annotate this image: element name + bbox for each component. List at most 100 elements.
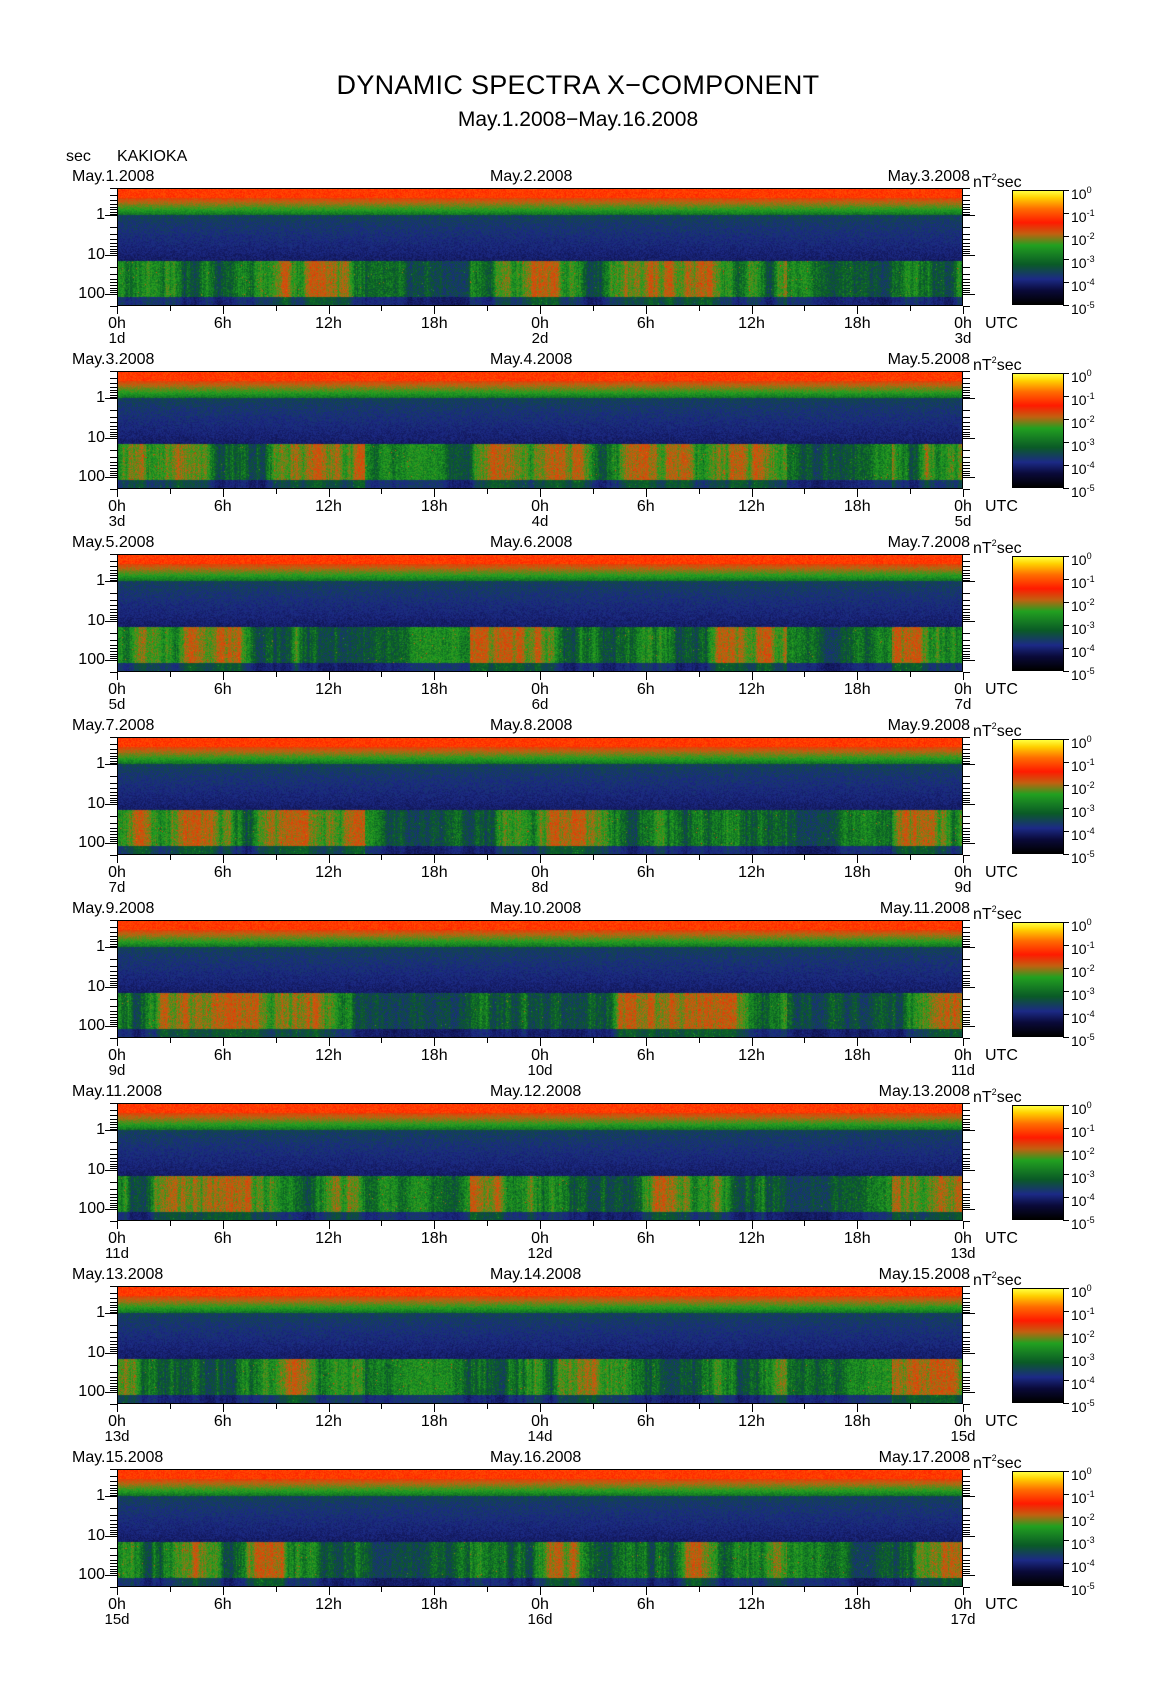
- y-minor-tick: [963, 1386, 970, 1388]
- colorbar-tick-label: 10-2: [1071, 1510, 1095, 1528]
- colorbar-tick-label: 10-3: [1071, 435, 1095, 453]
- colorbar-tick-exponent: -5: [1086, 849, 1095, 859]
- y-minor-tick: [963, 565, 970, 567]
- y-minor-tick: [110, 436, 117, 438]
- y-minor-tick: [110, 577, 117, 579]
- chart-title: DYNAMIC SPECTRA X−COMPONENT: [336, 70, 820, 100]
- y-minor-tick: [110, 1344, 117, 1346]
- y-minor-tick: [963, 1569, 970, 1571]
- colorbar-unit-label: nT2sec: [973, 534, 1022, 558]
- y-minor-tick: [963, 1529, 970, 1531]
- colorbar-tick-exponent: -3: [1086, 986, 1095, 996]
- x-tick: [169, 1038, 171, 1043]
- colorbar-tick-base: 10: [1071, 1536, 1087, 1552]
- colorbar-tick-label: 10-5: [1071, 481, 1095, 499]
- colorbar-unit-label: nT2sec: [973, 900, 1022, 924]
- colorbar-tick-exponent: -1: [1086, 757, 1095, 767]
- y-minor-tick: [110, 199, 117, 201]
- x-tick: [222, 855, 224, 863]
- colorbar-tick-exponent: 0: [1086, 1100, 1092, 1110]
- y-tick-label: 10: [87, 1160, 105, 1178]
- colorbar-tick-label: 10-2: [1071, 1327, 1095, 1345]
- y-minor-tick: [110, 1022, 117, 1024]
- colorbar-tick-exponent: -2: [1086, 597, 1095, 607]
- colorbar-tick-exponent: -4: [1086, 1009, 1095, 1019]
- y-major-tick: [963, 1169, 975, 1171]
- panel-end-date: May.3.2008: [887, 168, 970, 185]
- y-major-tick: [105, 477, 117, 479]
- y-minor-tick: [110, 1024, 117, 1026]
- colorbar-tick-label: 10-4: [1071, 1190, 1095, 1208]
- colorbar-tick-label: 10-3: [1071, 984, 1095, 1002]
- colorbar-tick-label: 10-2: [1071, 229, 1095, 247]
- y-minor-tick: [110, 1490, 117, 1492]
- y-major-tick: [963, 254, 975, 256]
- y-minor-tick: [963, 1390, 970, 1392]
- x-tick-label: 12h: [315, 1596, 342, 1613]
- y-minor-tick: [110, 593, 117, 595]
- y-minor-tick: [110, 489, 117, 490]
- unit-suffix: sec: [996, 723, 1022, 740]
- y-minor-tick: [963, 632, 970, 634]
- unit-exponent: 2: [991, 538, 997, 548]
- y-minor-tick: [110, 377, 117, 379]
- y-minor-tick: [963, 1168, 970, 1170]
- unit-exponent: 2: [991, 721, 997, 731]
- y-minor-tick: [110, 1149, 117, 1151]
- unit-base: nT: [973, 357, 992, 374]
- colorbar-tick: [1063, 602, 1069, 603]
- y-minor-tick: [963, 1154, 970, 1156]
- y-minor-tick: [963, 1534, 970, 1536]
- colorbar-tick-label: 10-3: [1071, 1350, 1095, 1368]
- y-minor-tick: [110, 802, 117, 804]
- y-minor-tick: [110, 389, 117, 391]
- y-minor-tick: [110, 1297, 117, 1299]
- y-minor-tick: [110, 1128, 117, 1130]
- x-tick-label: 6h: [636, 1596, 655, 1613]
- x-tick-label: 6h: [213, 1230, 232, 1247]
- y-minor-tick: [963, 1469, 970, 1470]
- x-tick: [487, 1038, 489, 1043]
- colorbar-tick: [1063, 968, 1069, 969]
- y-minor-tick: [963, 1020, 970, 1022]
- y-minor-tick: [110, 1364, 117, 1366]
- x-tick: [857, 1587, 859, 1595]
- y-minor-tick: [110, 608, 117, 610]
- y-minor-tick: [963, 748, 970, 750]
- y-minor-tick: [963, 815, 970, 817]
- x-tick-label: 18h: [843, 1413, 871, 1430]
- y-minor-tick: [963, 1010, 970, 1012]
- x-tick: [169, 1404, 171, 1409]
- x-tick-label: 12h: [738, 681, 765, 698]
- x-tick: [963, 306, 964, 314]
- y-minor-tick: [110, 1014, 117, 1016]
- colorbar-tick: [1063, 1517, 1069, 1518]
- panel-mid-date: May.14.2008: [490, 1266, 582, 1283]
- x-tick-label: 0h: [531, 1413, 549, 1430]
- y-minor-tick: [110, 600, 117, 602]
- x-tick: [381, 855, 383, 860]
- colorbar-tick-label: 10-5: [1071, 298, 1095, 316]
- x-tick: [434, 1038, 436, 1046]
- y-minor-tick: [963, 1376, 970, 1378]
- y-minor-tick: [963, 575, 970, 577]
- panel-start-date: May.7.2008: [72, 717, 155, 734]
- colorbar-tick-label: 10-1: [1071, 1487, 1095, 1505]
- y-minor-tick: [963, 755, 970, 757]
- x-tick: [434, 855, 436, 863]
- colorbar-tick-base: 10: [1071, 1170, 1087, 1186]
- panel-start-date: May.3.2008: [72, 351, 155, 368]
- x-tick: [434, 1404, 436, 1412]
- x-tick: [222, 1587, 224, 1595]
- y-minor-tick: [963, 831, 970, 833]
- colorbar-tick-base: 10: [1071, 1353, 1087, 1369]
- x-tick: [381, 1587, 383, 1592]
- x-unit-label: UTC: [985, 1047, 1018, 1064]
- x-tick: [963, 1038, 964, 1046]
- y-minor-tick: [110, 654, 117, 656]
- y-minor-tick: [963, 1490, 970, 1492]
- colorbar-tick: [1063, 1288, 1069, 1289]
- y-major-tick: [963, 986, 975, 988]
- x-tick-label: 0h: [108, 1596, 126, 1613]
